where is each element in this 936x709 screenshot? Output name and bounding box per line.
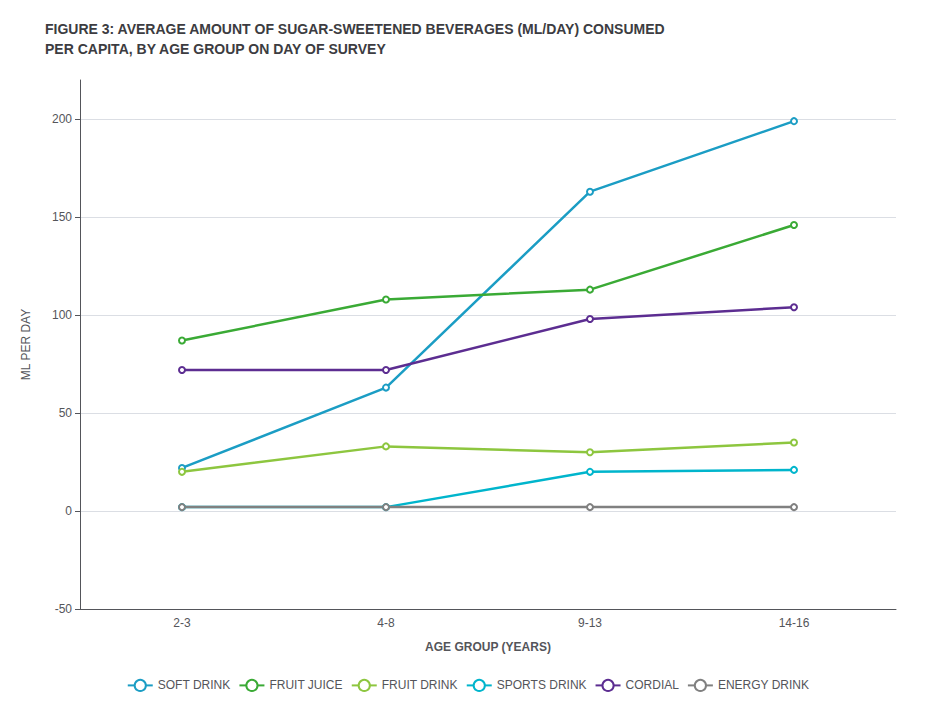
svg-text:PER CAPITA, BY AGE GROUP ON DA: PER CAPITA, BY AGE GROUP ON DAY OF SURVE… bbox=[45, 41, 386, 57]
svg-text:ENERGY DRINK: ENERGY DRINK bbox=[718, 678, 809, 692]
svg-text:14-16: 14-16 bbox=[779, 616, 810, 630]
svg-text:9-13: 9-13 bbox=[578, 616, 602, 630]
svg-text:SPORTS DRINK: SPORTS DRINK bbox=[497, 678, 587, 692]
svg-text:150: 150 bbox=[52, 210, 72, 224]
svg-text:FRUIT JUICE: FRUIT JUICE bbox=[269, 678, 342, 692]
svg-text:2-3: 2-3 bbox=[173, 616, 191, 630]
svg-text:50: 50 bbox=[59, 406, 73, 420]
svg-text:AGE GROUP (YEARS): AGE GROUP (YEARS) bbox=[425, 640, 551, 654]
svg-text:FIGURE 3: AVERAGE AMOUNT OF SU: FIGURE 3: AVERAGE AMOUNT OF SUGAR-SWEETE… bbox=[45, 21, 665, 37]
svg-text:-50: -50 bbox=[55, 602, 73, 616]
svg-text:CORDIAL: CORDIAL bbox=[626, 678, 680, 692]
svg-text:4-8: 4-8 bbox=[377, 616, 395, 630]
svg-text:FRUIT DRINK: FRUIT DRINK bbox=[382, 678, 458, 692]
svg-text:200: 200 bbox=[52, 112, 72, 126]
svg-text:SOFT DRINK: SOFT DRINK bbox=[158, 678, 230, 692]
svg-text:100: 100 bbox=[52, 308, 72, 322]
svg-text:0: 0 bbox=[65, 504, 72, 518]
svg-text:ML PER DAY: ML PER DAY bbox=[19, 309, 33, 380]
